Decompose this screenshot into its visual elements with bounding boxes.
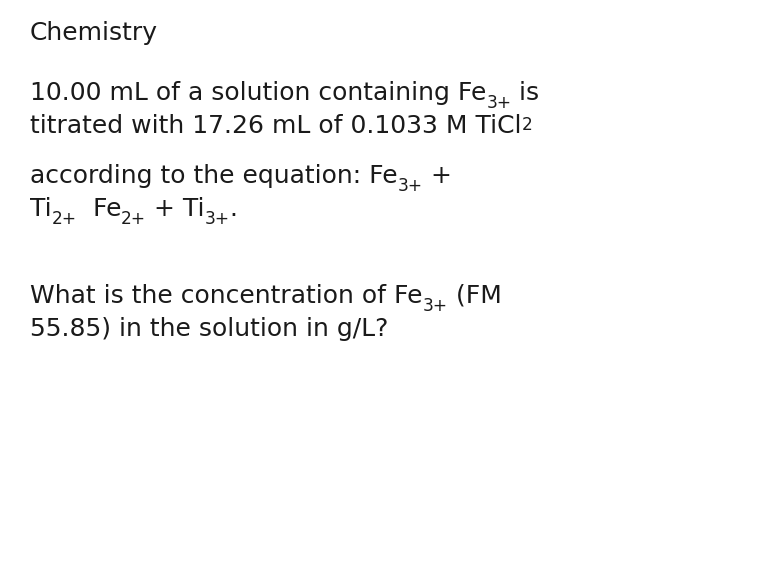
Text: (FM: (FM bbox=[447, 284, 501, 308]
Text: titrated with 17.26 mL of 0.1033 M TiCl: titrated with 17.26 mL of 0.1033 M TiCl bbox=[30, 114, 521, 138]
Text: 3+: 3+ bbox=[423, 297, 447, 315]
Text: is: is bbox=[511, 81, 540, 105]
Text: What is the concentration of Fe: What is the concentration of Fe bbox=[30, 284, 423, 308]
Text: 3+: 3+ bbox=[397, 177, 423, 195]
Text: 3+: 3+ bbox=[205, 210, 229, 228]
Text: 10.00 mL of a solution containing Fe: 10.00 mL of a solution containing Fe bbox=[30, 81, 487, 105]
Text: 2+: 2+ bbox=[121, 210, 146, 228]
Text: .: . bbox=[229, 197, 238, 221]
Text: Fe: Fe bbox=[77, 197, 121, 221]
Text: 2+: 2+ bbox=[52, 210, 77, 228]
Text: according to the equation: Fe: according to the equation: Fe bbox=[30, 164, 397, 188]
Text: 2: 2 bbox=[521, 116, 532, 134]
Text: 55.85) in the solution in g/L?: 55.85) in the solution in g/L? bbox=[30, 317, 388, 341]
Text: +: + bbox=[423, 164, 451, 188]
Text: + Ti: + Ti bbox=[146, 197, 205, 221]
Text: Ti: Ti bbox=[30, 197, 52, 221]
Text: Chemistry: Chemistry bbox=[30, 21, 158, 45]
Text: 3+: 3+ bbox=[487, 94, 511, 112]
